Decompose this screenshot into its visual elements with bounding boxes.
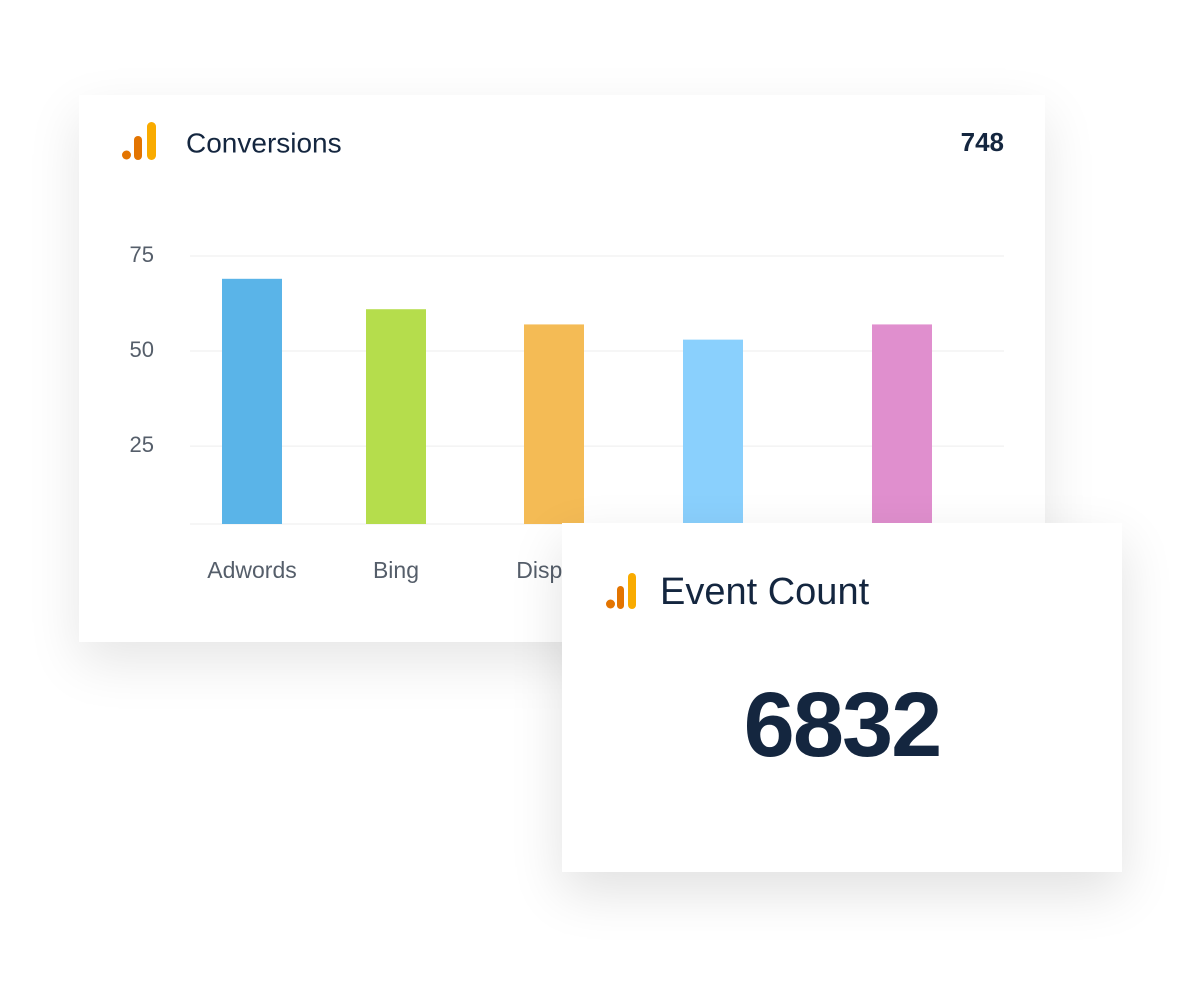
bar [524,324,584,524]
event-count-card: Event Count 6832 [562,523,1122,872]
total-value: 748 [961,127,1004,157]
y-tick-label: 75 [130,242,154,267]
y-tick-label: 50 [130,337,154,362]
event-count-value: 6832 [743,674,943,776]
bar [683,339,743,524]
analytics-icon [122,122,156,160]
bar [222,278,282,524]
x-tick-label: Bing [373,557,419,583]
chart-title: Conversions [186,127,342,158]
bar [872,324,932,524]
bar [366,309,426,524]
x-tick-label: Adwords [207,557,296,583]
analytics-icon [606,573,636,609]
event-count-title: Event Count [660,571,870,613]
y-tick-label: 25 [130,432,154,457]
